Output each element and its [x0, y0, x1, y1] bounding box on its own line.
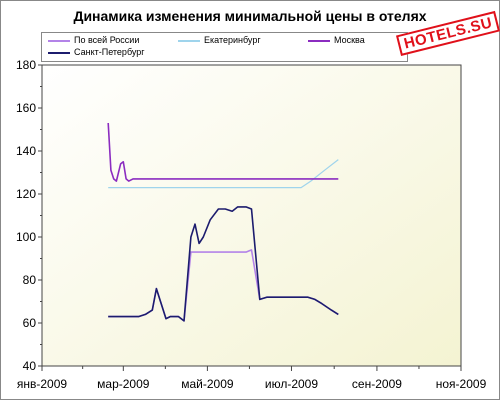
legend-item-russia: По всей России — [48, 35, 139, 47]
y-axis: 40 60 80 100 120 140 160 180 — [16, 58, 42, 373]
y-tick-label: 80 — [23, 273, 37, 287]
legend-swatch-moscow — [308, 39, 330, 42]
legend-label-ekaterinburg: Екатеринбург — [204, 35, 261, 45]
y-tick-label: 140 — [16, 144, 36, 158]
legend-swatch-russia — [48, 39, 70, 42]
x-tick-label: июл-2009 — [265, 377, 318, 391]
legend-swatch-ekaterinburg — [178, 39, 200, 42]
x-tick-label: ноя-2009 — [436, 377, 487, 391]
legend: По всей России Екатеринбург Москва Санкт… — [41, 32, 408, 62]
y-tick-label: 40 — [23, 359, 37, 373]
legend-item-moscow: Москва — [308, 35, 365, 47]
legend-label-moscow: Москва — [334, 35, 365, 45]
series-line-spb — [108, 206, 339, 322]
y-tick-label: 160 — [16, 101, 36, 115]
legend-item-ekaterinburg: Екатеринбург — [178, 35, 261, 47]
legend-swatch-spb — [48, 51, 70, 54]
y-tick-label: 100 — [16, 230, 36, 244]
legend-label-russia: По всей России — [74, 35, 140, 45]
x-tick-label: мар-2009 — [97, 377, 150, 391]
legend-label-spb: Санкт-Петербург — [74, 47, 145, 57]
legend-item-spb: Санкт-Петербург — [48, 47, 145, 59]
x-tick-label: янв-2009 — [17, 377, 68, 391]
chart-title: Динамика изменения минимальной цены в от… — [73, 8, 427, 24]
y-tick-label: 60 — [23, 316, 37, 330]
y-tick-label: 120 — [16, 187, 36, 201]
x-tick-label: май-2009 — [181, 377, 234, 391]
x-axis: янв-2009 мар-2009 май-2009 июл-2009 сен-2009… — [17, 366, 487, 391]
x-tick-label: сен-2009 — [352, 377, 402, 391]
series-layer — [107, 122, 339, 322]
y-tick-label: 180 — [16, 58, 36, 72]
series-line-moscow — [107, 122, 339, 182]
series-line-ekaterinburg — [108, 159, 339, 189]
